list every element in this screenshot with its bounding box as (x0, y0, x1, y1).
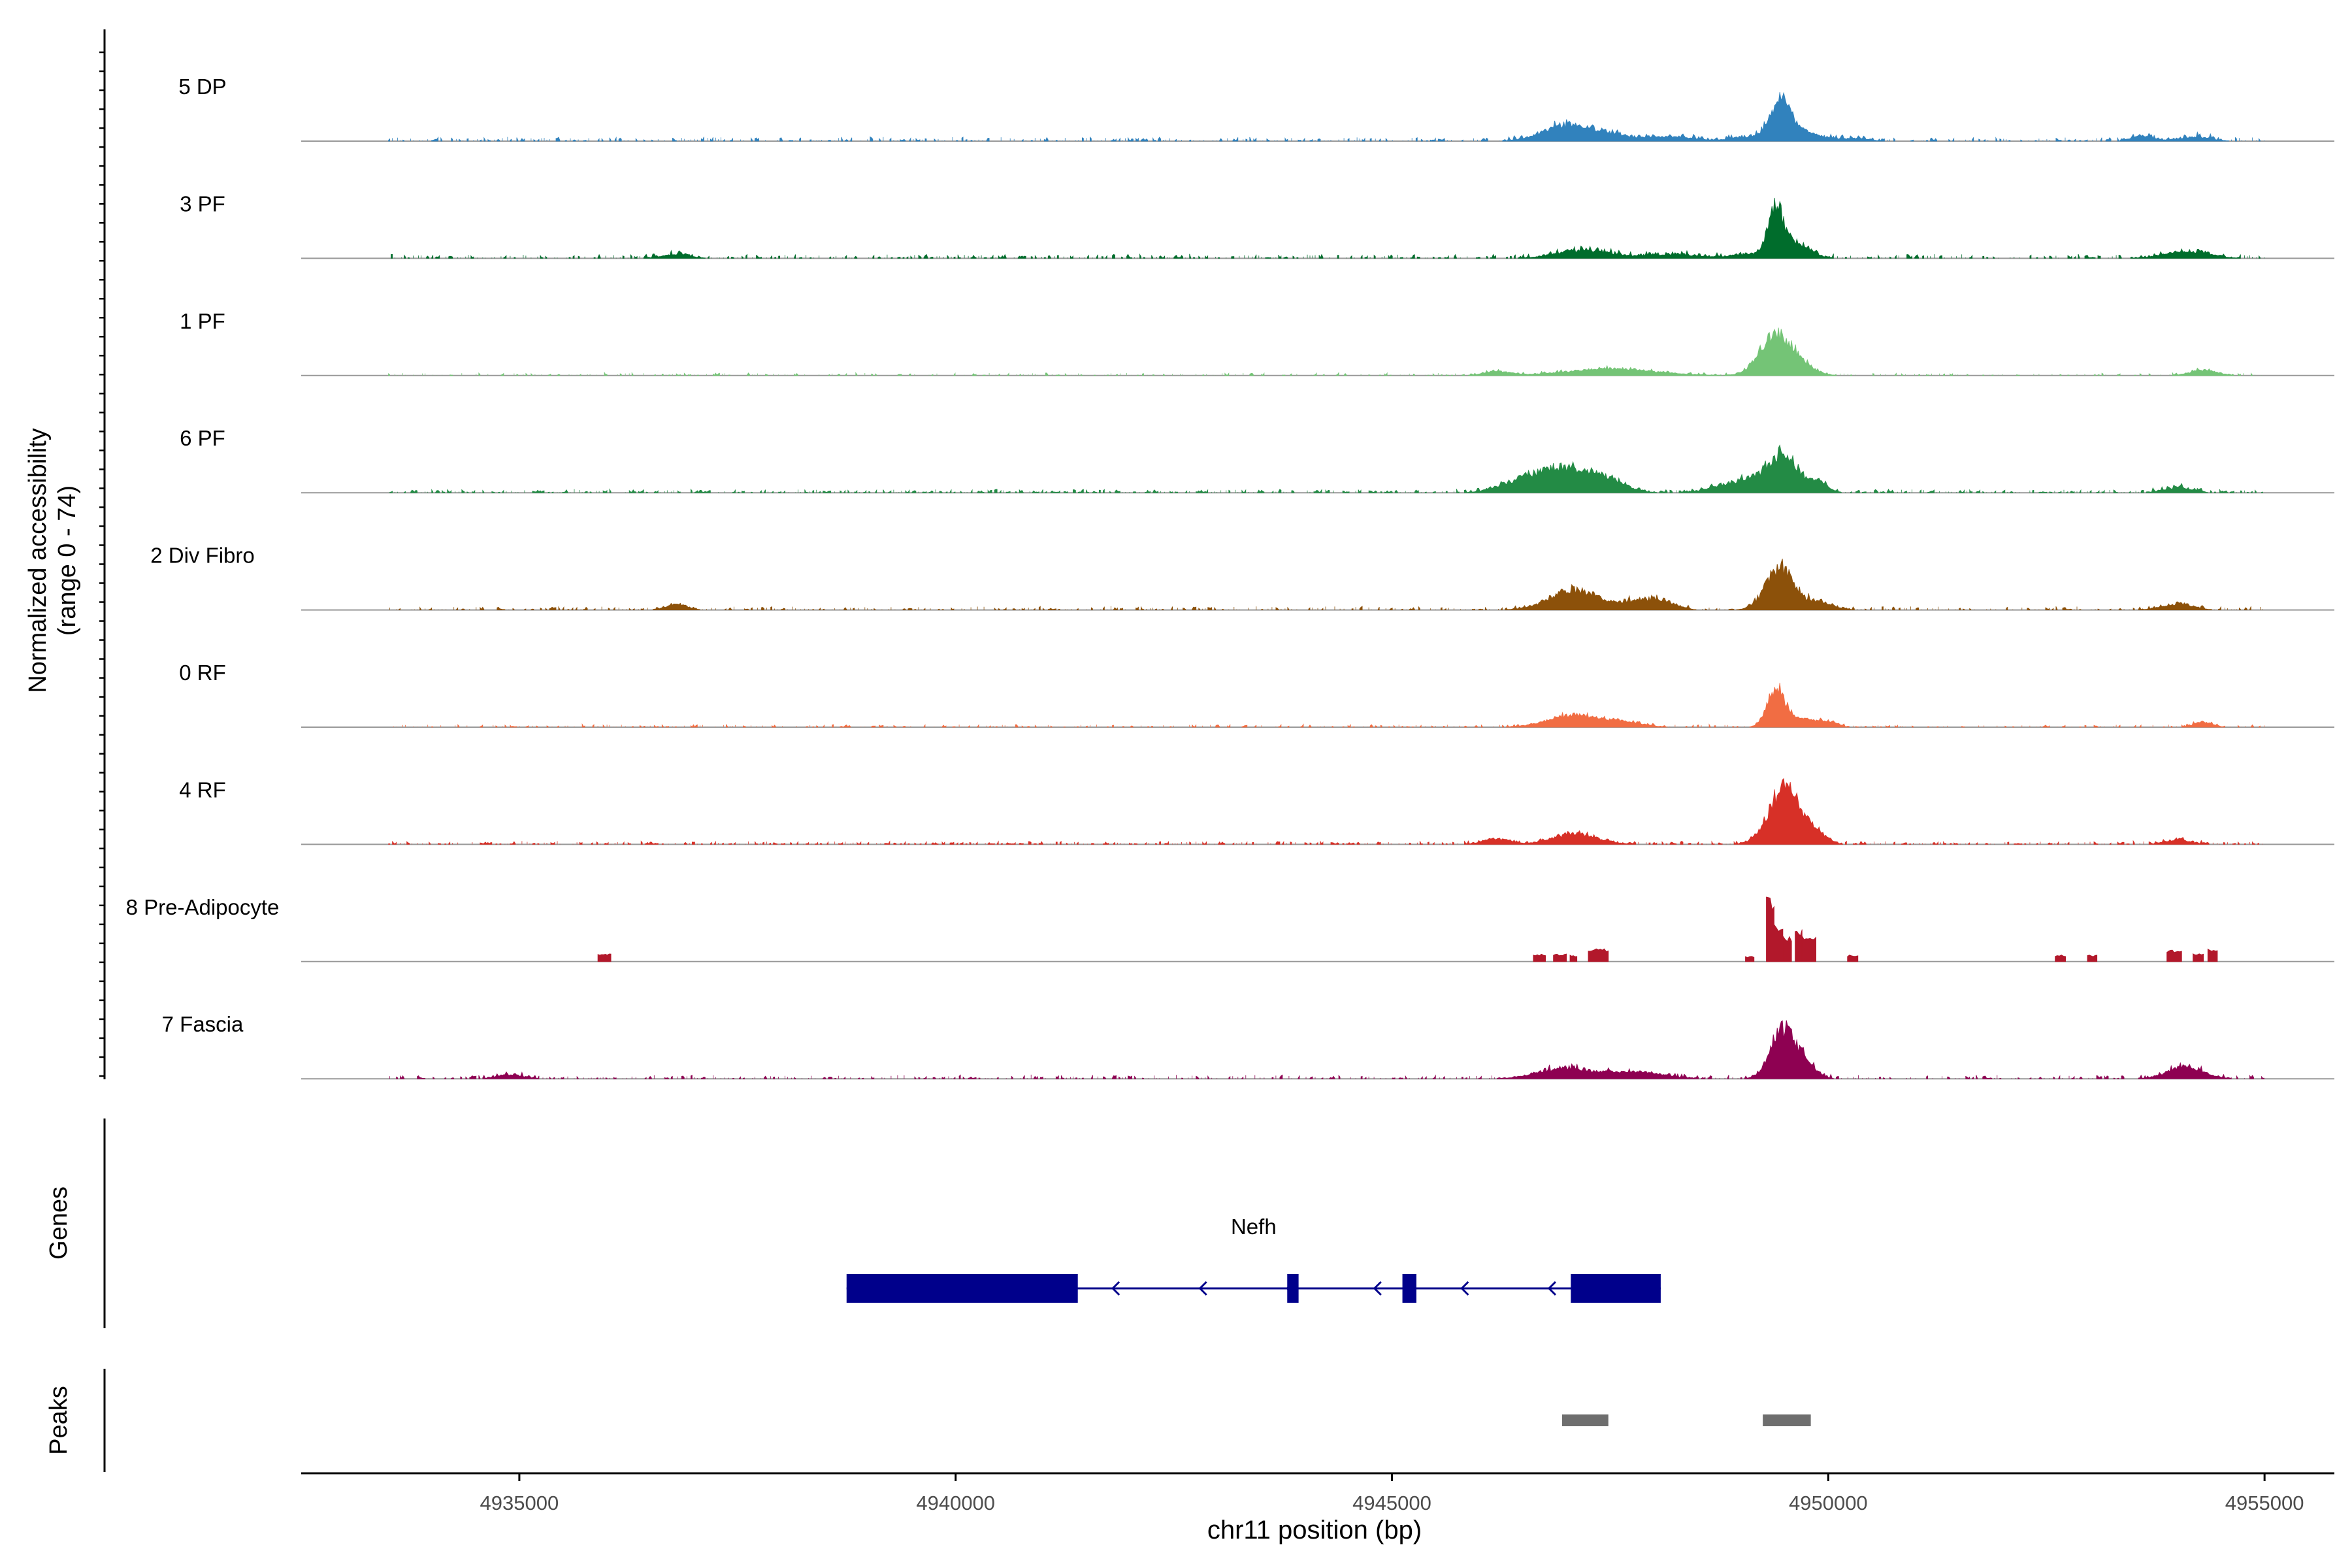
track-label: 3 PF (180, 191, 225, 216)
track-label: 1 PF (180, 309, 225, 333)
peak-region (1561, 1414, 1609, 1426)
track-8-pre-adipocyte: 8 Pre-Adipocyte (126, 895, 2334, 962)
track-label: 8 Pre-Adipocyte (126, 895, 280, 919)
gene-strand-arrow (1198, 1281, 1207, 1296)
x-tick-label: 4950000 (1789, 1492, 1868, 1514)
x-tick-label: 4935000 (480, 1492, 559, 1514)
coverage-area (391, 197, 2264, 259)
gene-name-label: Nefh (1231, 1215, 1277, 1239)
gene-exon (1402, 1274, 1416, 1303)
track-7-fascia: 7 Fascia (162, 1012, 2334, 1080)
track-label: 7 Fascia (162, 1012, 244, 1036)
gene-strand-arrow (1373, 1281, 1382, 1296)
track-5-dp: 5 DP (178, 74, 2334, 142)
track-label: 4 RF (179, 777, 226, 802)
coverage-area (388, 327, 2262, 376)
gene-strand-arrow (1547, 1281, 1557, 1296)
coverage-area (389, 559, 2263, 610)
x-tick-label: 4940000 (916, 1492, 995, 1514)
track-0-rf: 0 RF (179, 661, 2334, 728)
gene-exon (1287, 1274, 1299, 1303)
peaks-panel-label: Peaks (45, 1386, 73, 1455)
track-6-pf: 6 PF (180, 426, 2334, 494)
peak-region (1763, 1414, 1811, 1426)
coverage-area (388, 777, 2263, 845)
x-axis: 4935000 4940000 4945000 4950000 4955000 (301, 1472, 2334, 1514)
genes-panel: Nefh (103, 1119, 1661, 1328)
track-2-div-fibro: 2 Div Fibro (150, 544, 2334, 611)
track-label: 2 Div Fibro (150, 544, 255, 568)
genes-panel-label: Genes (45, 1186, 73, 1260)
coverage-area (389, 444, 2263, 493)
coverage-area (597, 896, 2218, 962)
coverage-area (389, 1020, 2264, 1079)
coverage-ylabel-line2: (range 0 - 74) (54, 485, 81, 636)
track-label: 5 DP (178, 74, 226, 99)
coverage-area (393, 683, 2264, 728)
track-label: 0 RF (179, 661, 226, 685)
coverage-area (388, 91, 2264, 142)
gene-strand-arrow (1460, 1281, 1469, 1296)
peaks-panel (103, 1369, 1811, 1472)
coverage-panel: 5 DP 3 PF 1 PF 6 PF 2 Div Fibro 0 RF 4 RF 8 Pre… (99, 29, 2334, 1080)
track-3-pf: 3 PF (180, 191, 2334, 259)
track-4-rf: 4 RF (179, 777, 2334, 845)
gene-strand-arrow (1286, 1281, 1295, 1296)
track-label: 6 PF (180, 426, 225, 450)
x-tick-label: 4955000 (2225, 1492, 2304, 1514)
x-axis-title: chr11 position (bp) (1207, 1516, 1422, 1544)
gene-exon (1571, 1274, 1661, 1303)
gene-strand-arrow (1111, 1281, 1120, 1296)
x-tick-label: 4945000 (1352, 1492, 1431, 1514)
gene-exon (846, 1274, 1078, 1303)
track-1-pf: 1 PF (180, 309, 2334, 376)
coverage-ylabel-line1: Normalized accessibility (24, 428, 52, 693)
